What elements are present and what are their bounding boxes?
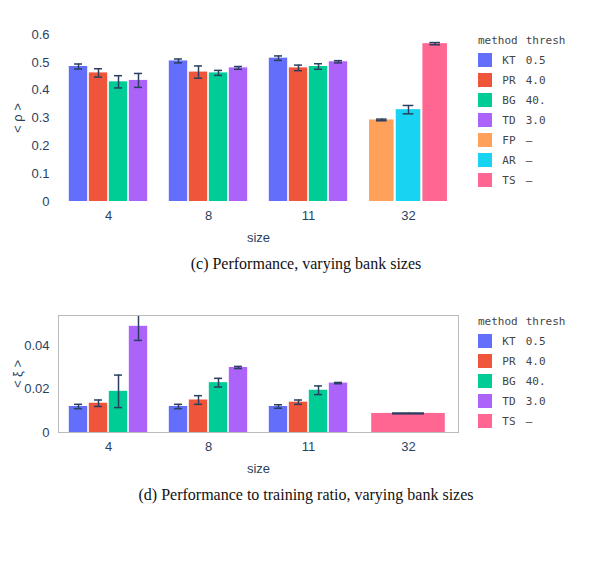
svg-text:8: 8 bbox=[205, 208, 212, 223]
html-text:KT: KT bbox=[502, 334, 516, 348]
html-text:(d) Performance to training ra: (d) Performance to training ratio, varyi… bbox=[138, 486, 474, 503]
html-text:method: method bbox=[478, 33, 518, 47]
svg-text:8: 8 bbox=[205, 439, 212, 454]
svg-text:32: 32 bbox=[401, 208, 415, 223]
html-text:thresh: thresh bbox=[525, 33, 566, 47]
svg-text:11: 11 bbox=[302, 439, 316, 454]
html-text:0.5: 0.5 bbox=[525, 334, 546, 348]
svg-text:0: 0 bbox=[42, 194, 49, 209]
html-text:0.5: 0.5 bbox=[525, 53, 546, 67]
html-text:BG: BG bbox=[502, 93, 516, 107]
svg-text:32: 32 bbox=[401, 439, 415, 454]
svg-text:0.04: 0.04 bbox=[24, 338, 49, 353]
html-text:TD: TD bbox=[502, 394, 516, 408]
svg-text:0.2: 0.2 bbox=[31, 138, 49, 153]
html-text:method: method bbox=[478, 314, 518, 328]
html-text:4.0: 4.0 bbox=[525, 73, 546, 87]
svg-text:size: size bbox=[247, 230, 270, 245]
svg-text:0.02: 0.02 bbox=[24, 381, 49, 396]
html-text:4.0: 4.0 bbox=[525, 354, 546, 368]
svg-text:0.4: 0.4 bbox=[31, 82, 49, 97]
svg-text:0: 0 bbox=[42, 425, 49, 440]
html-text:FP: FP bbox=[502, 133, 516, 147]
html-text:TD: TD bbox=[502, 113, 516, 127]
html-text:40.: 40. bbox=[525, 374, 546, 388]
svg-text:size: size bbox=[247, 461, 270, 476]
svg-text:< ρ >: < ρ > bbox=[10, 103, 25, 133]
html-text:TS: TS bbox=[502, 414, 516, 428]
svg-text:4: 4 bbox=[105, 208, 112, 223]
svg-text:11: 11 bbox=[302, 208, 316, 223]
html-text:3.0: 3.0 bbox=[525, 394, 546, 408]
html-text:3.0: 3.0 bbox=[525, 113, 546, 127]
html-text:PR: PR bbox=[502, 354, 516, 368]
svg-text:0.5: 0.5 bbox=[31, 54, 49, 69]
svg-text:4: 4 bbox=[105, 439, 112, 454]
svg-text:0.3: 0.3 bbox=[31, 110, 49, 125]
html-text:BG: BG bbox=[502, 374, 516, 388]
html-text:TS: TS bbox=[502, 173, 516, 187]
html-text:40.: 40. bbox=[525, 93, 546, 107]
html-text:thresh: thresh bbox=[525, 314, 566, 328]
svg-text:0.6: 0.6 bbox=[31, 27, 49, 42]
svg-text:< ξ >: < ξ > bbox=[10, 360, 25, 388]
html-text:AR: AR bbox=[502, 153, 516, 167]
html-text:PR: PR bbox=[502, 73, 516, 87]
svg-text:0.1: 0.1 bbox=[31, 166, 49, 181]
html-text:(c) Performance, varying bank: (c) Performance, varying bank sizes bbox=[190, 255, 422, 272]
html-text:KT: KT bbox=[502, 53, 516, 67]
